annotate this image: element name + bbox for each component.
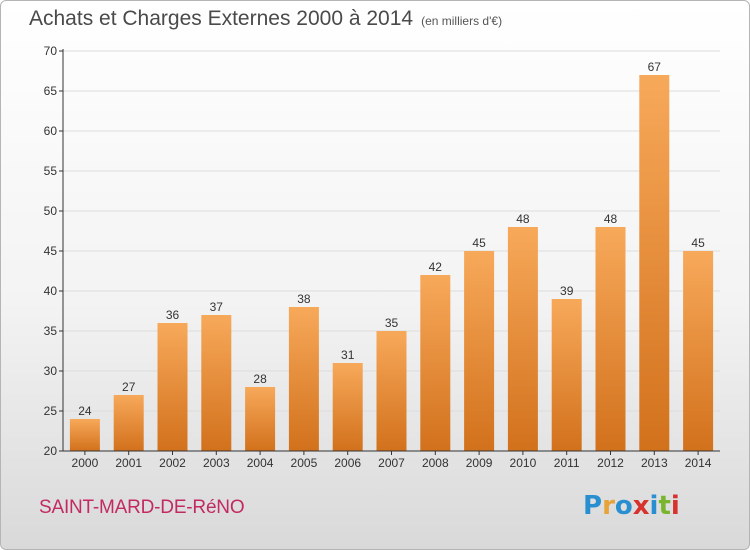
proxiti-logo[interactable]: Proxiti bbox=[583, 491, 680, 521]
bar bbox=[332, 363, 363, 451]
bar bbox=[464, 251, 495, 451]
bar-chart: 24 27 36 37 28 38 31 35 42 45 48 39 48 67 45 20 25 30 35 4… bbox=[44, 44, 720, 470]
logo-letter: o bbox=[614, 491, 633, 521]
x-tick-label: 2004 bbox=[247, 456, 274, 470]
bar-value-label: 39 bbox=[560, 284, 574, 298]
x-tick-label: 2006 bbox=[334, 456, 361, 470]
y-tick-label: 60 bbox=[44, 124, 58, 138]
bar bbox=[683, 251, 714, 451]
commune-name: SAINT-MARD-DE-RéNO bbox=[39, 497, 245, 518]
logo-letter: r bbox=[602, 491, 615, 521]
x-tick-label: 2013 bbox=[641, 456, 668, 470]
bar-value-label: 24 bbox=[78, 404, 92, 418]
x-tick-label: 2014 bbox=[685, 456, 712, 470]
y-tick-label: 50 bbox=[44, 204, 58, 218]
x-tick-label: 2002 bbox=[159, 456, 186, 470]
logo-letter: i bbox=[649, 491, 659, 521]
bar-value-label: 28 bbox=[253, 372, 267, 386]
bar bbox=[420, 275, 451, 451]
x-tick-label: 2005 bbox=[291, 456, 318, 470]
y-tick-label: 55 bbox=[44, 164, 58, 178]
bar bbox=[157, 323, 188, 451]
x-tick-label: 2007 bbox=[378, 456, 405, 470]
x-tick-label: 2008 bbox=[422, 456, 449, 470]
chart-title: Achats et Charges Externes 2000 à 2014 (e… bbox=[29, 7, 502, 31]
x-tick-label: 2003 bbox=[203, 456, 230, 470]
bar bbox=[69, 419, 100, 451]
bar-value-label: 36 bbox=[166, 308, 180, 322]
bar bbox=[113, 395, 144, 451]
logo-letter: t bbox=[658, 491, 671, 521]
bar-value-label: 35 bbox=[385, 316, 399, 330]
bar-value-label: 37 bbox=[210, 300, 224, 314]
bar bbox=[639, 75, 670, 451]
bar bbox=[507, 227, 538, 451]
bar-value-label: 27 bbox=[122, 380, 136, 394]
y-tick-label: 25 bbox=[44, 404, 58, 418]
x-tick-label: 2011 bbox=[554, 456, 580, 470]
logo-letter: x bbox=[632, 491, 650, 521]
bar-value-label: 67 bbox=[648, 60, 662, 74]
bar-value-label: 48 bbox=[516, 212, 530, 226]
y-tick-label: 45 bbox=[44, 244, 58, 258]
bar-value-label: 42 bbox=[429, 260, 443, 274]
x-tick-label: 2000 bbox=[72, 456, 99, 470]
bar bbox=[595, 227, 626, 451]
bar-value-label: 45 bbox=[691, 236, 705, 250]
bar-value-label: 38 bbox=[297, 292, 311, 306]
y-tick-label: 20 bbox=[44, 444, 58, 458]
y-tick-label: 35 bbox=[44, 324, 58, 338]
bar-value-label: 31 bbox=[341, 348, 355, 362]
x-tick-label: 2001 bbox=[115, 456, 142, 470]
bar-value-label: 45 bbox=[472, 236, 486, 250]
bar-value-label: 48 bbox=[604, 212, 618, 226]
bar bbox=[245, 387, 276, 451]
axes: 20 25 30 35 40 45 50 55 60 65 70 2000 2001 2002 2003 20… bbox=[44, 44, 720, 470]
x-tick-label: 2009 bbox=[466, 456, 493, 470]
y-tick-label: 30 bbox=[44, 364, 58, 378]
logo-letter: i bbox=[670, 491, 680, 521]
y-tick-label: 40 bbox=[44, 284, 58, 298]
logo-letter: P bbox=[583, 491, 603, 521]
chart-subtitle: (en milliers d'€) bbox=[421, 14, 503, 28]
x-tick-label: 2010 bbox=[510, 456, 537, 470]
bar bbox=[201, 315, 232, 451]
y-tick-label: 70 bbox=[44, 44, 58, 58]
bar bbox=[376, 331, 407, 451]
y-tick-label: 65 bbox=[44, 84, 58, 98]
x-tick-label: 2012 bbox=[597, 456, 624, 470]
chart-title-text: Achats et Charges Externes 2000 à 2014 bbox=[29, 7, 414, 30]
bar bbox=[288, 307, 319, 451]
bar bbox=[551, 299, 582, 451]
bars: 24 27 36 37 28 38 31 35 42 45 48 39 48 67 45 bbox=[69, 60, 714, 451]
